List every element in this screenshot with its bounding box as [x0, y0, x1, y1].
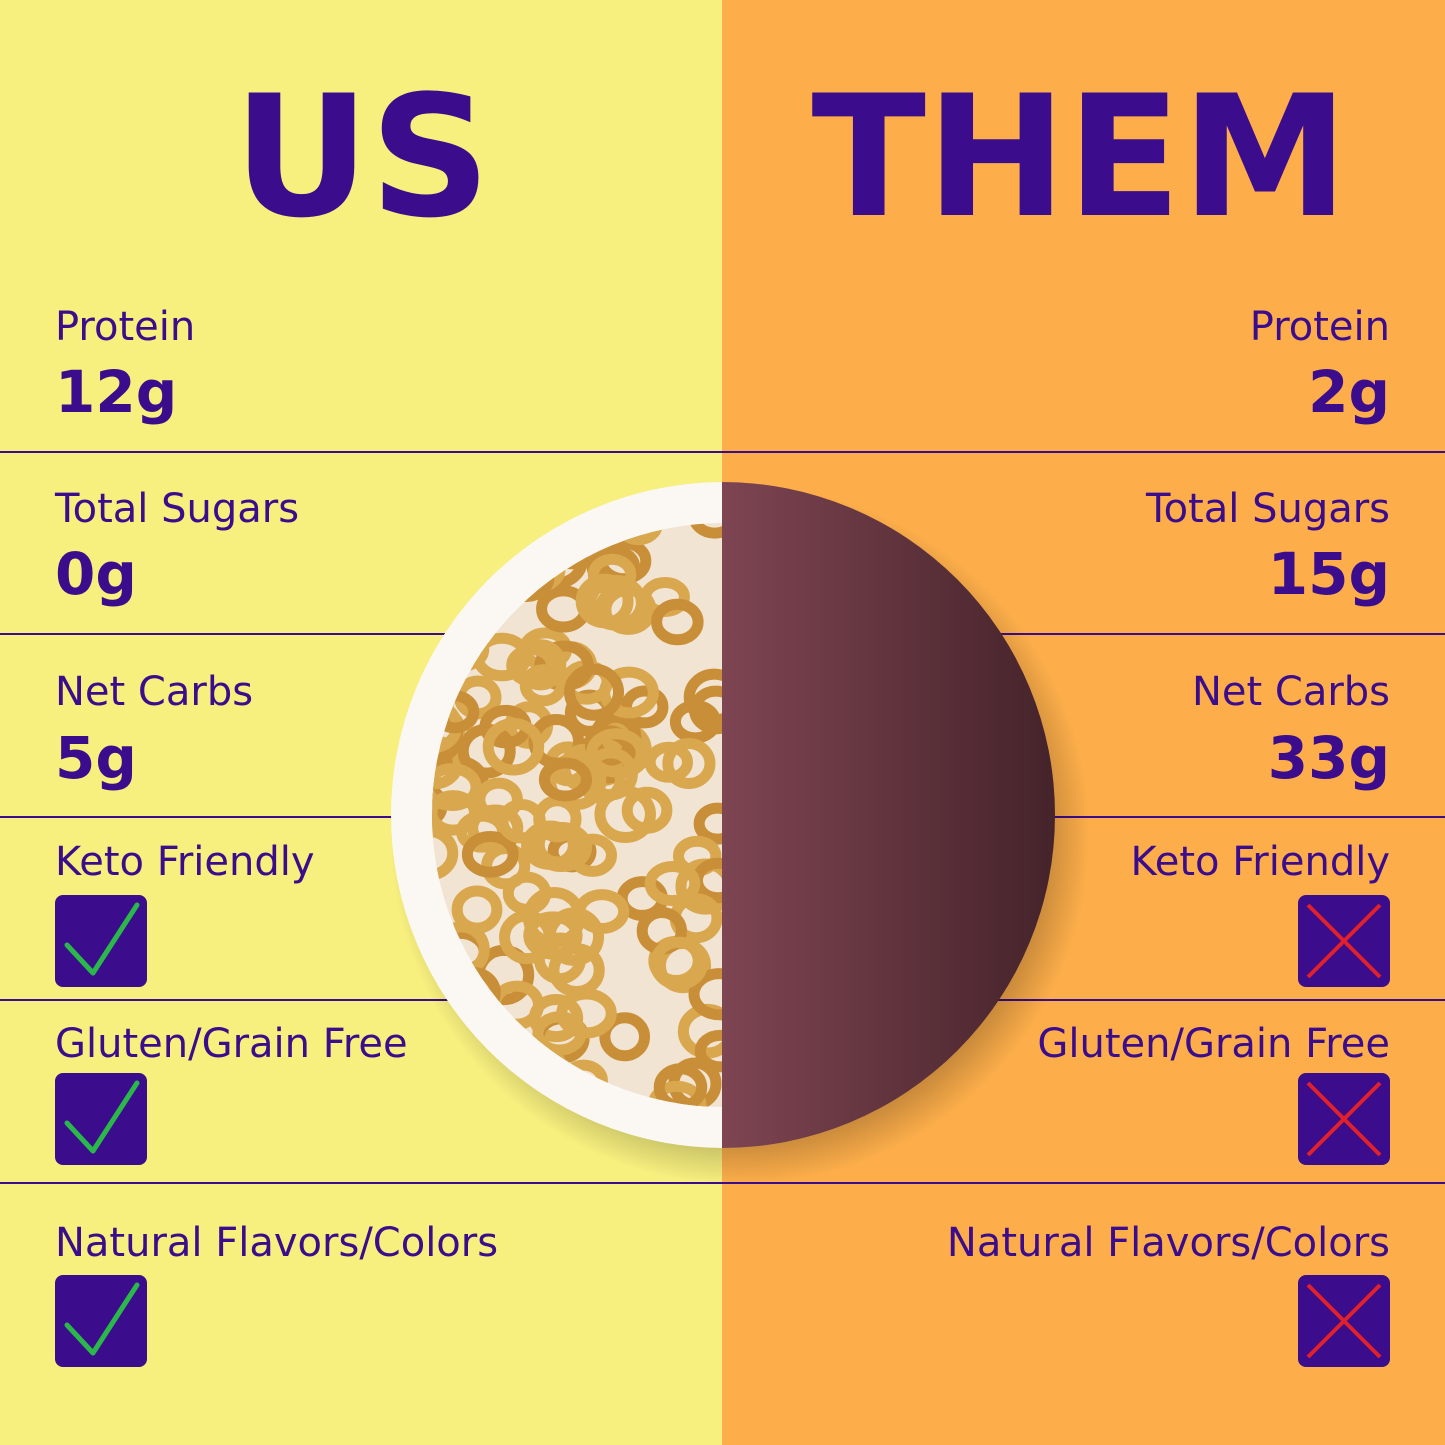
row-label: Net Carbs — [1192, 669, 1390, 715]
row-label: Natural Flavors/Colors — [55, 1220, 498, 1266]
cross-icon — [1306, 1283, 1382, 1359]
cereal-ring — [587, 553, 637, 596]
cereal-ring — [497, 798, 546, 844]
row-value: 33g — [1268, 724, 1390, 792]
check-box — [55, 895, 147, 987]
cereal-ring — [532, 1011, 587, 1056]
cross-icon — [1306, 903, 1382, 979]
cereal-ring — [548, 943, 605, 998]
check-box — [55, 1275, 147, 1367]
cereal-ring — [683, 668, 722, 726]
cereal-ring — [585, 575, 647, 631]
cereal-ring — [533, 822, 581, 868]
row-value: 12g — [55, 358, 177, 426]
cereal-ring — [502, 871, 552, 915]
cereal-ring — [649, 936, 708, 990]
cereal-ring — [688, 968, 722, 1021]
cereal-ring — [461, 830, 519, 878]
cereal-ring — [599, 666, 659, 719]
cereal-ring — [499, 910, 556, 965]
cereal-ring — [644, 861, 701, 907]
row-label: Gluten/Grain Free — [1037, 1021, 1390, 1067]
check-icon — [64, 1282, 140, 1356]
row-label: Net Carbs — [55, 669, 253, 715]
them-title: THEM — [811, 59, 1348, 255]
row-label: Keto Friendly — [1130, 839, 1390, 885]
cereal-ring — [586, 728, 647, 778]
row-label: Protein — [55, 304, 195, 350]
them-bowl — [722, 482, 1055, 1148]
cereal-ring — [693, 802, 722, 845]
row-label: Natural Flavors/Colors — [947, 1220, 1390, 1266]
row-value: 5g — [55, 724, 137, 792]
cereal-ring — [620, 685, 669, 729]
cereal-ring — [651, 598, 704, 646]
cereal-ring — [621, 786, 673, 834]
row-label: Protein — [1250, 304, 1390, 350]
check-box — [55, 1073, 147, 1165]
row-label: Keto Friendly — [55, 839, 315, 885]
check-icon — [64, 902, 140, 976]
us-title: US — [233, 59, 490, 255]
cereal-ring — [432, 825, 459, 881]
cereal-ring — [599, 1012, 651, 1062]
row-value: 0g — [55, 540, 137, 608]
row-value: 15g — [1268, 540, 1390, 608]
cereal-ring — [688, 523, 722, 539]
row-label: Gluten/Grain Free — [55, 1021, 408, 1067]
rows: Protein 12g Total Sugars 0g Net Carbs 5g Keto … — [54, 304, 1390, 1367]
row-value: 2g — [1308, 358, 1390, 426]
cereal-ring — [545, 752, 607, 811]
row-label: Total Sugars — [1145, 486, 1390, 532]
cross-icon — [1306, 1081, 1382, 1157]
cereal-ring — [564, 663, 625, 721]
check-icon — [64, 1080, 140, 1154]
cereal-ring — [523, 911, 583, 960]
cereal-ring — [432, 790, 481, 836]
row-label: Total Sugars — [54, 486, 299, 532]
cereal-ring — [538, 757, 592, 802]
cereal-ring — [694, 1029, 722, 1073]
cereal-ring — [662, 738, 716, 789]
cereal-ring — [482, 717, 545, 776]
cereal-ring — [432, 763, 482, 812]
cereal-ring — [506, 644, 558, 687]
